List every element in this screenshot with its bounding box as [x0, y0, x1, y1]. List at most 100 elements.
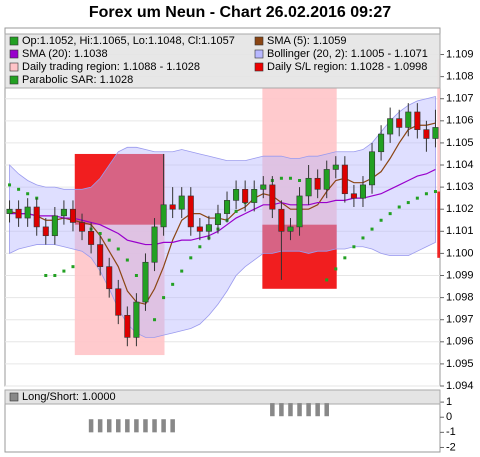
candle-body — [332, 164, 339, 170]
sar-dot — [288, 176, 292, 180]
candle-body — [224, 200, 231, 214]
y-tick-label: 1.096 — [446, 336, 474, 348]
signal-bar — [143, 419, 148, 433]
signal-bar — [116, 419, 121, 433]
sar-dot — [424, 192, 428, 196]
candle-body — [378, 133, 385, 153]
sar-dot — [98, 232, 102, 236]
candle-body — [124, 314, 131, 338]
region — [437, 58, 440, 192]
legend-swatch — [9, 36, 19, 46]
legend-swatch — [9, 75, 19, 85]
signal-bar — [125, 419, 130, 433]
indicator-line — [9, 122, 436, 305]
region — [74, 153, 165, 225]
candle-body — [151, 226, 158, 263]
signal-bar — [106, 419, 112, 433]
legend-label: SMA (20): 1.1038 — [22, 48, 108, 60]
signal-bar — [88, 419, 94, 433]
candle-body — [432, 127, 439, 139]
panel-tick-label: 0 — [446, 411, 452, 423]
sar-dot — [406, 201, 410, 205]
y-tick-label: 1.107 — [446, 93, 474, 105]
y-tick-label: 1.095 — [446, 358, 474, 370]
candle-body — [106, 266, 113, 290]
plot-layer — [6, 58, 440, 356]
candle-body — [423, 129, 430, 139]
candle-body — [405, 111, 412, 128]
legend-swatch — [9, 49, 19, 59]
region — [262, 225, 336, 289]
legend-label: SMA (5): 1.1059 — [267, 35, 347, 47]
candle-body — [350, 193, 357, 199]
y-tick-label: 1.103 — [446, 181, 474, 193]
sar-dot — [189, 256, 193, 260]
sar-dot — [153, 318, 157, 322]
bollinger-band — [9, 95, 436, 338]
y-tick-label: 1.094 — [446, 380, 474, 392]
candle-body — [169, 204, 176, 210]
y-tick-label: 1.109 — [446, 48, 474, 60]
legend-label: Op:1.1052, Hi:1.1065, Lo:1.1048, Cl:1.10… — [22, 35, 235, 47]
legend-swatch — [254, 36, 264, 46]
candle-body — [33, 206, 40, 228]
legend-label: Daily S/L region: 1.1028 - 1.0998 — [267, 61, 427, 73]
legend-swatch — [254, 62, 264, 72]
sar-dot — [415, 196, 419, 200]
sar-dot — [53, 274, 57, 278]
sar-dot — [62, 269, 66, 273]
candle-body — [196, 226, 203, 232]
signal-bar — [152, 419, 157, 433]
signal-bar — [297, 403, 302, 417]
candle-body — [42, 226, 49, 237]
candle-body — [160, 204, 167, 228]
sar-dot — [388, 212, 392, 216]
panel-tick-label: -1 — [446, 426, 456, 438]
candle-body — [97, 244, 104, 267]
sar-dot — [116, 247, 120, 251]
candle-body — [178, 195, 185, 210]
candle-body — [260, 184, 267, 190]
legend-swatch — [9, 392, 19, 402]
y-tick-label: 1.108 — [446, 71, 474, 83]
candle-body — [369, 151, 376, 186]
candle-body — [88, 231, 95, 245]
candle-body — [341, 164, 348, 195]
sar-dot — [8, 183, 12, 187]
candle-body — [414, 111, 421, 130]
candle-body — [305, 177, 312, 197]
sar-dot — [433, 190, 437, 194]
sar-dot — [298, 178, 302, 182]
candle-body — [6, 208, 13, 214]
sar-dot — [44, 274, 48, 278]
signal-bar — [270, 403, 275, 417]
chart-title: Forex um Neun - Chart 26.02.2016 09:27 — [89, 4, 391, 21]
legend-label: Parabolic SAR: 1.1028 — [22, 74, 133, 86]
signal-bar — [134, 419, 139, 433]
y-tick-label: 1.101 — [446, 225, 474, 237]
y-tick-label: 1.105 — [446, 137, 474, 149]
legend-swatch — [254, 49, 264, 59]
legend-label: Long/Short: 1.0000 — [22, 391, 116, 403]
legend-label: Bollinger (20, 2): 1.1005 - 1.1071 — [267, 48, 428, 60]
sar-dot — [343, 256, 347, 260]
candle-body — [79, 222, 86, 232]
signal-bar — [324, 403, 329, 417]
sar-dot — [134, 274, 138, 278]
candle-body — [60, 208, 67, 217]
candle-body — [51, 215, 58, 237]
sar-dot — [26, 192, 30, 196]
sar-dot — [334, 267, 338, 271]
signal-bar — [288, 403, 293, 417]
legend-label: Daily trading region: 1.1088 - 1.1028 — [22, 61, 200, 73]
candle-body — [69, 208, 76, 223]
candle-body — [205, 224, 212, 232]
legend-swatch — [9, 62, 19, 72]
candle-body — [314, 177, 321, 190]
candle-body — [296, 195, 303, 228]
region — [437, 192, 440, 258]
signal-bar — [279, 403, 284, 417]
region — [437, 191, 440, 258]
sar-dot — [279, 176, 283, 180]
candle-body — [287, 226, 294, 232]
